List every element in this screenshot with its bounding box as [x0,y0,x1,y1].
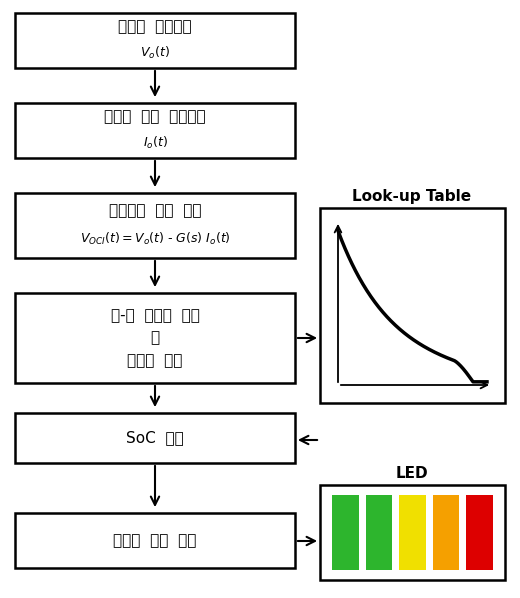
Text: 배터리  상태  알람: 배터리 상태 알람 [113,533,197,548]
Text: 배터리  방전  전류검출: 배터리 방전 전류검출 [104,109,206,124]
Text: LED: LED [396,466,428,481]
FancyBboxPatch shape [15,103,295,158]
FancyBboxPatch shape [15,293,295,383]
Text: $I_o(t)$: $I_o(t)$ [142,135,167,151]
Text: 개방회로  전압  계산: 개방회로 전압 계산 [109,203,201,218]
Text: 배터리  전압검출: 배터리 전압검출 [118,19,192,34]
Text: Look-up Table: Look-up Table [353,189,472,204]
FancyBboxPatch shape [399,495,426,570]
FancyBboxPatch shape [320,485,505,580]
FancyBboxPatch shape [332,495,359,570]
FancyBboxPatch shape [466,495,493,570]
Text: 룩-업  테이블  검색: 룩-업 테이블 검색 [111,308,200,323]
FancyBboxPatch shape [15,513,295,568]
FancyBboxPatch shape [320,208,505,403]
Text: 데이터  보간: 데이터 보간 [127,353,183,368]
FancyBboxPatch shape [366,495,392,570]
Text: $V_{OCI}(t) = V_o(t)$ - $G(s)$ $I_o(t)$: $V_{OCI}(t) = V_o(t)$ - $G(s)$ $I_o(t)$ [80,231,230,247]
Text: $V_o(t)$: $V_o(t)$ [140,45,170,61]
FancyBboxPatch shape [15,193,295,258]
FancyBboxPatch shape [15,13,295,68]
FancyBboxPatch shape [433,495,459,570]
FancyBboxPatch shape [15,413,295,463]
Text: SoC  검출: SoC 검출 [126,431,184,446]
Text: 및: 및 [150,331,160,346]
